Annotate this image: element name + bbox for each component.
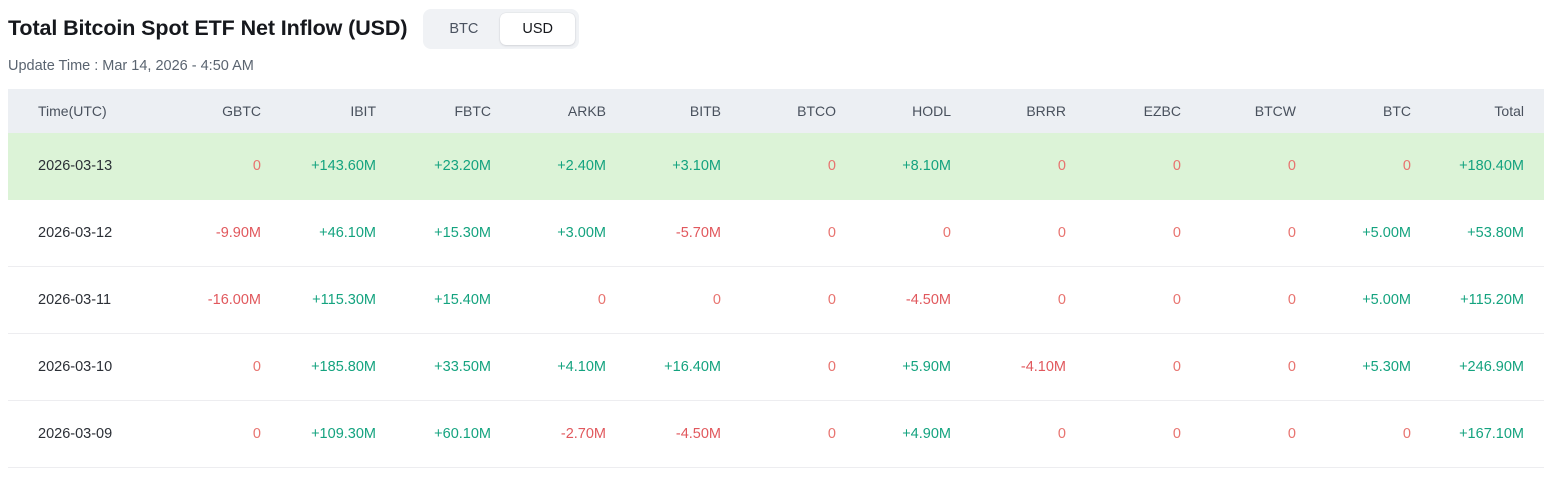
cell-btc: 0	[1318, 132, 1433, 200]
column-header-time: Time(UTC)	[8, 88, 168, 133]
table-container: Time(UTC) GBTC IBIT FBTC ARKB BITB BTCO HODL BRR…	[0, 88, 1544, 468]
cell-ibit: +185.80M	[283, 333, 398, 401]
table-head: Time(UTC) GBTC IBIT FBTC ARKB BITB BTCO HODL BRR…	[8, 88, 1544, 133]
cell-hodl: +8.10M	[858, 132, 973, 200]
cell-ezbc: 0	[1088, 199, 1203, 267]
cell-btco: 0	[743, 333, 858, 401]
column-header-btcw: BTCW	[1203, 88, 1318, 133]
cell-arkb: +2.40M	[513, 132, 628, 200]
etf-inflow-table: Time(UTC) GBTC IBIT FBTC ARKB BITB BTCO HODL BRR…	[8, 88, 1544, 468]
cell-date: 2026-03-09	[8, 400, 168, 468]
column-header-ezbc: EZBC	[1088, 88, 1203, 133]
cell-brrr: 0	[973, 400, 1088, 468]
cell-btcw: 0	[1203, 132, 1318, 200]
column-header-ibit: IBIT	[283, 88, 398, 133]
cell-ezbc: 0	[1088, 132, 1203, 200]
cell-fbtc: +60.10M	[398, 400, 513, 468]
table-header-row: Time(UTC) GBTC IBIT FBTC ARKB BITB BTCO HODL BRR…	[8, 88, 1544, 133]
cell-arkb: 0	[513, 266, 628, 334]
cell-date: 2026-03-11	[8, 266, 168, 334]
cell-fbtc: +23.20M	[398, 132, 513, 200]
column-header-btco: BTCO	[743, 88, 858, 133]
cell-brrr: 0	[973, 266, 1088, 334]
cell-bitb: +3.10M	[628, 132, 743, 200]
cell-hodl: +5.90M	[858, 333, 973, 401]
column-header-bitb: BITB	[628, 88, 743, 133]
cell-gbtc: -16.00M	[168, 266, 283, 334]
cell-brrr: 0	[973, 132, 1088, 200]
update-time-label: Update Time : Mar 14, 2026 - 4:50 AM	[8, 58, 254, 74]
cell-brrr: -4.10M	[973, 333, 1088, 401]
cell-bitb: -5.70M	[628, 199, 743, 267]
cell-gbtc: 0	[168, 333, 283, 401]
table-row[interactable]: 2026-03-12 -9.90M +46.10M +15.30M +3.00M -5.7…	[8, 199, 1544, 267]
cell-ezbc: 0	[1088, 400, 1203, 468]
toggle-usd-button[interactable]: USD	[500, 13, 576, 45]
column-header-fbtc: FBTC	[398, 88, 513, 133]
cell-btc: +5.00M	[1318, 266, 1433, 334]
cell-gbtc: 0	[168, 400, 283, 468]
cell-arkb: +4.10M	[513, 333, 628, 401]
cell-total: +115.20M	[1433, 266, 1544, 334]
column-header-total: Total	[1433, 88, 1544, 133]
column-header-arkb: ARKB	[513, 88, 628, 133]
table-row[interactable]: 2026-03-11 -16.00M +115.30M +15.40M 0 0 0 -4.50…	[8, 266, 1544, 334]
title-row: Total Bitcoin Spot ETF Net Inflow (USD) …	[8, 8, 1544, 50]
cell-ibit: +109.30M	[283, 400, 398, 468]
cell-total: +180.40M	[1433, 132, 1544, 200]
cell-btcw: 0	[1203, 266, 1318, 334]
cell-btco: 0	[743, 266, 858, 334]
cell-btco: 0	[743, 132, 858, 200]
cell-btc: +5.30M	[1318, 333, 1433, 401]
column-header-btc: BTC	[1318, 88, 1433, 133]
cell-total: +246.90M	[1433, 333, 1544, 401]
toggle-btc-button[interactable]: BTC	[427, 13, 500, 45]
cell-fbtc: +15.30M	[398, 199, 513, 267]
cell-btcw: 0	[1203, 400, 1318, 468]
cell-ibit: +115.30M	[283, 266, 398, 334]
cell-gbtc: -9.90M	[168, 199, 283, 267]
cell-btc: +5.00M	[1318, 199, 1433, 267]
column-header-brrr: BRRR	[973, 88, 1088, 133]
table-row[interactable]: 2026-03-09 0 +109.30M +60.10M -2.70M -4.50M 0 +…	[8, 400, 1544, 468]
cell-date: 2026-03-10	[8, 333, 168, 401]
cell-btco: 0	[743, 199, 858, 267]
page-title: Total Bitcoin Spot ETF Net Inflow (USD)	[8, 16, 408, 41]
cell-hodl: 0	[858, 199, 973, 267]
column-header-gbtc: GBTC	[168, 88, 283, 133]
cell-ezbc: 0	[1088, 333, 1203, 401]
column-header-hodl: HODL	[858, 88, 973, 133]
cell-date: 2026-03-12	[8, 199, 168, 267]
table-row[interactable]: 2026-03-13 0 +143.60M +23.20M +2.40M +3.10M 0 +…	[8, 132, 1544, 200]
cell-hodl: -4.50M	[858, 266, 973, 334]
table-body: 2026-03-13 0 +143.60M +23.20M +2.40M +3.10M 0 +…	[8, 132, 1544, 468]
cell-bitb: -4.50M	[628, 400, 743, 468]
cell-bitb: 0	[628, 266, 743, 334]
cell-date: 2026-03-13	[8, 132, 168, 200]
table-row[interactable]: 2026-03-10 0 +185.80M +33.50M +4.10M +16.40M 0…	[8, 333, 1544, 401]
cell-hodl: +4.90M	[858, 400, 973, 468]
cell-total: +53.80M	[1433, 199, 1544, 267]
cell-fbtc: +15.40M	[398, 266, 513, 334]
cell-btc: 0	[1318, 400, 1433, 468]
cell-total: +167.10M	[1433, 400, 1544, 468]
cell-btcw: 0	[1203, 199, 1318, 267]
currency-toggle-group[interactable]: BTC USD	[423, 9, 580, 49]
cell-brrr: 0	[973, 199, 1088, 267]
panel-header: Total Bitcoin Spot ETF Net Inflow (USD) …	[0, 0, 1544, 74]
cell-fbtc: +33.50M	[398, 333, 513, 401]
cell-ezbc: 0	[1088, 266, 1203, 334]
cell-arkb: -2.70M	[513, 400, 628, 468]
cell-btco: 0	[743, 400, 858, 468]
cell-ibit: +143.60M	[283, 132, 398, 200]
cell-btcw: 0	[1203, 333, 1318, 401]
cell-gbtc: 0	[168, 132, 283, 200]
cell-arkb: +3.00M	[513, 199, 628, 267]
cell-bitb: +16.40M	[628, 333, 743, 401]
cell-ibit: +46.10M	[283, 199, 398, 267]
